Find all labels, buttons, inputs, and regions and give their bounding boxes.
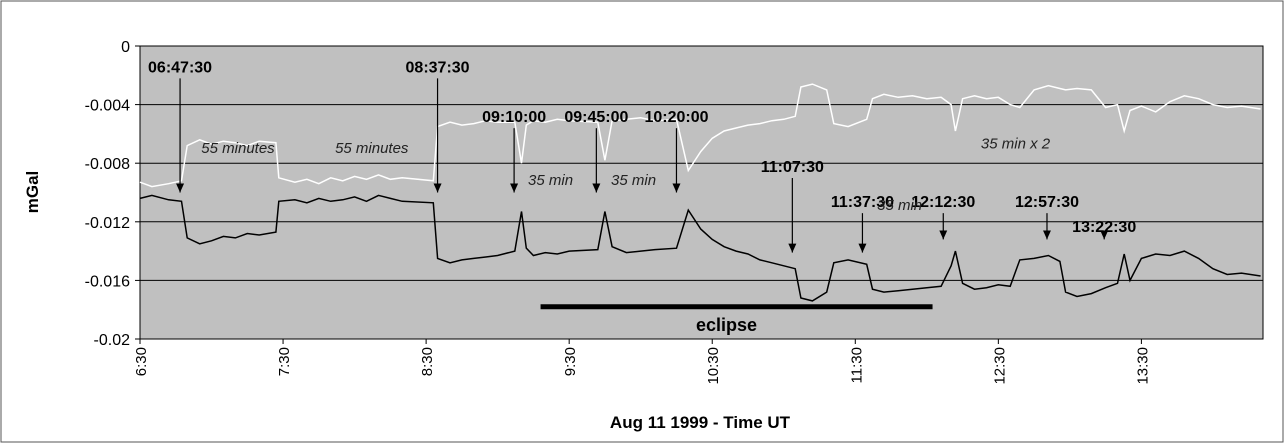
note: 35 min (877, 197, 922, 214)
x-axis-title: Aug 11 1999 - Time UT (610, 413, 791, 432)
plot-area (139, 45, 1264, 340)
annotation-label: 10:20:00 (644, 109, 708, 126)
note: 35 min (611, 172, 656, 189)
x-tick-label: 10:30 (705, 347, 722, 385)
y-tick-label: 0 (121, 39, 130, 56)
annotation-label: 11:07:30 (761, 159, 824, 176)
note: 35 min (528, 172, 573, 189)
annotation-label: 09:45:00 (564, 109, 628, 126)
annotation-label: 13:22:30 (1072, 219, 1136, 236)
y-axis-title: mGal (23, 171, 42, 214)
x-tick-label: 13:30 (1134, 347, 1151, 385)
note: 55 minutes (335, 140, 409, 157)
note: 55 minutes (201, 140, 275, 157)
x-tick-label: 6:30 (133, 347, 150, 376)
series-line (139, 194, 1261, 302)
x-tick-label: 9:30 (562, 347, 579, 376)
series-line (139, 83, 1261, 188)
annotation-label: 12:57:30 (1015, 194, 1079, 211)
y-tick-label: -0.008 (85, 156, 130, 173)
x-tick-label: 11:30 (848, 347, 865, 383)
eclipse-label: eclipse (696, 315, 757, 335)
annotation-label: 09:10:00 (482, 109, 546, 126)
y-tick-label: -0.012 (85, 215, 130, 232)
y-tick-label: -0.016 (85, 273, 130, 290)
x-tick-label: 8:30 (419, 347, 436, 376)
annotation-label: 12:12:30 (911, 194, 975, 211)
y-tick-label: -0.02 (94, 332, 131, 349)
annotation-label: 06:47:30 (148, 59, 212, 76)
note: 35 min x 2 (981, 136, 1051, 153)
y-tick-label: -0.004 (85, 98, 130, 115)
annotation-label: 08:37:30 (406, 59, 470, 76)
annotation-label: 11:37:30 (831, 194, 894, 211)
x-tick-label: 12:30 (991, 347, 1008, 385)
x-tick-label: 7:30 (276, 347, 293, 376)
